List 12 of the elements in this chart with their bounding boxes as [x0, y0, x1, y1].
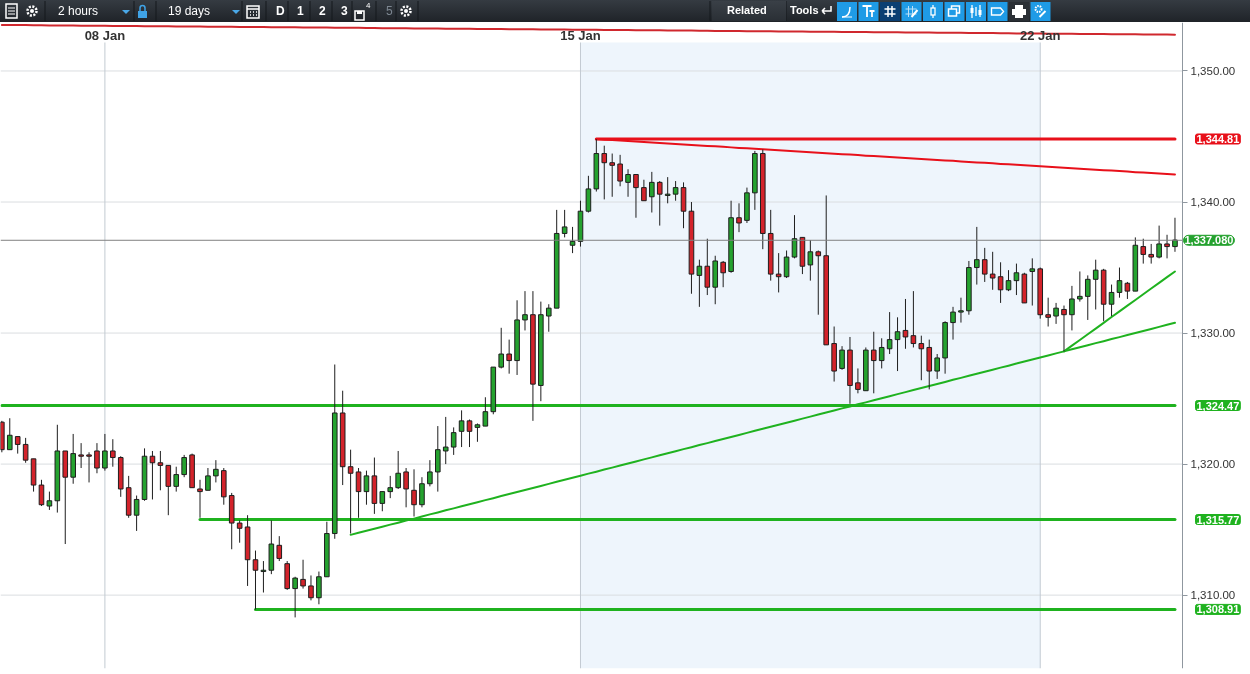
y-tick-label: 1,350.00: [1190, 64, 1236, 77]
series-label: 1,344.81: [1196, 132, 1240, 145]
x-tick-label: 15 Jan: [560, 27, 601, 43]
y-tick-label: 1,330.00: [1190, 327, 1236, 340]
series-label: 1,308.91: [1196, 603, 1240, 616]
y-tick-label: 1,340.00: [1190, 196, 1236, 209]
y-tick-label: 1,320.00: [1190, 458, 1236, 471]
series-label: 1,315.77: [1196, 513, 1240, 526]
x-tick-label: 08 Jan: [84, 27, 126, 43]
ref-line-label: 1,337.080: [1184, 234, 1234, 247]
y-tick-label: 1,310.00: [1190, 589, 1236, 602]
series-label: 1,324.47: [1196, 399, 1240, 412]
